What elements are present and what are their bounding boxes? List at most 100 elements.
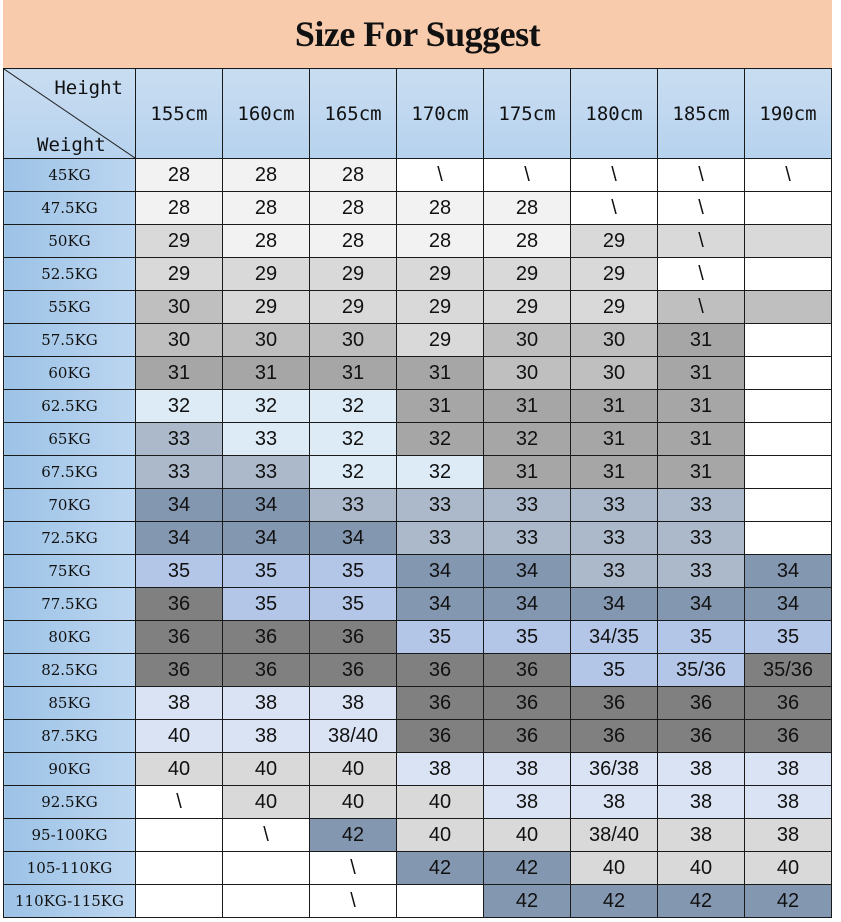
size-cell: 32 <box>309 455 397 489</box>
size-cell: 36 <box>222 653 310 687</box>
size-cell: 40 <box>135 752 223 786</box>
table-row: 77.5KG 36 35 35 34 34 34 34 34 <box>3 587 832 621</box>
size-cell: 29 <box>222 290 310 324</box>
size-cell: \ <box>657 191 745 225</box>
size-cell: 36 <box>135 653 223 687</box>
size-cell: 40 <box>309 752 397 786</box>
size-cell <box>744 290 832 324</box>
size-cell: 35 <box>309 587 397 621</box>
size-cell: 38 <box>135 686 223 720</box>
size-cell: 33 <box>222 455 310 489</box>
size-cell: 29 <box>570 224 658 258</box>
size-cell: 29 <box>396 323 484 357</box>
size-cell: \ <box>135 785 223 819</box>
size-cell: 36 <box>135 620 223 654</box>
height-header: 165cm <box>309 68 397 159</box>
size-cell: 36 <box>483 719 571 753</box>
size-cell: 28 <box>309 158 397 192</box>
size-cell: 35 <box>483 620 571 654</box>
size-cell: 38/40 <box>570 818 658 852</box>
size-cell: 42 <box>309 818 397 852</box>
size-cell: 33 <box>483 488 571 522</box>
weight-label: 77.5KG <box>3 587 136 621</box>
weight-label: 72.5KG <box>3 521 136 555</box>
size-cell: 30 <box>483 356 571 390</box>
weight-label: 67.5KG <box>3 455 136 489</box>
height-header: 185cm <box>657 68 745 159</box>
size-cell: 28 <box>396 224 484 258</box>
height-header: 155cm <box>135 68 223 159</box>
weight-label: 82.5KG <box>3 653 136 687</box>
weight-label: 62.5KG <box>3 389 136 423</box>
size-cell: 33 <box>135 455 223 489</box>
size-cell: 32 <box>309 389 397 423</box>
size-cell: 31 <box>570 422 658 456</box>
size-cell: 28 <box>135 158 223 192</box>
weight-label: 110KG-115KG <box>3 884 136 918</box>
size-cell <box>744 455 832 489</box>
size-cell: 31 <box>657 323 745 357</box>
size-cell: \ <box>309 851 397 885</box>
size-cell: 42 <box>396 851 484 885</box>
weight-label: 52.5KG <box>3 257 136 291</box>
size-cell: \ <box>309 884 397 918</box>
size-cell: \ <box>657 224 745 258</box>
height-label: Height <box>54 77 123 99</box>
size-cell: \ <box>657 290 745 324</box>
size-cell: 28 <box>135 191 223 225</box>
size-cell <box>744 224 832 258</box>
table-row: 52.5KG 29 29 29 29 29 29 \ <box>3 257 832 291</box>
size-cell: 36 <box>396 686 484 720</box>
size-cell: 35 <box>396 620 484 654</box>
size-cell: 28 <box>396 191 484 225</box>
size-cell: 33 <box>396 521 484 555</box>
size-cell: 31 <box>396 356 484 390</box>
size-cell: 36 <box>657 719 745 753</box>
weight-label: 105-110KG <box>3 851 136 885</box>
size-cell: 34 <box>570 587 658 621</box>
table-row: 70KG 34 34 33 33 33 33 33 <box>3 488 832 522</box>
size-cell <box>744 323 832 357</box>
table-row: 95-100KG \ 42 40 40 38/40 38 38 <box>3 818 832 852</box>
size-cell: 31 <box>657 389 745 423</box>
size-cell: 38 <box>744 785 832 819</box>
size-cell: 33 <box>396 488 484 522</box>
size-cell: 29 <box>570 290 658 324</box>
size-cell: 40 <box>396 785 484 819</box>
size-cell: 38 <box>309 686 397 720</box>
size-cell: 28 <box>309 224 397 258</box>
height-header: 175cm <box>483 68 571 159</box>
size-cell: 40 <box>483 818 571 852</box>
size-cell: 33 <box>222 422 310 456</box>
size-cell <box>222 884 310 918</box>
size-cell: 40 <box>396 818 484 852</box>
size-cell: 36 <box>309 620 397 654</box>
size-cell: 30 <box>222 323 310 357</box>
size-cell <box>135 818 223 852</box>
diagonal-divider <box>4 69 135 158</box>
size-cell: 31 <box>135 356 223 390</box>
size-cell: 32 <box>483 422 571 456</box>
size-cell: 34 <box>135 488 223 522</box>
weight-label: 65KG <box>3 422 136 456</box>
size-cell: 36/38 <box>570 752 658 786</box>
size-cell: 28 <box>309 191 397 225</box>
size-cell: 29 <box>483 290 571 324</box>
size-cell: 30 <box>135 290 223 324</box>
size-cell: 36 <box>657 686 745 720</box>
size-cell: 38 <box>744 752 832 786</box>
size-cell: 40 <box>657 851 745 885</box>
size-cell: 35/36 <box>744 653 832 687</box>
size-cell: 30 <box>135 323 223 357</box>
size-cell: 38/40 <box>309 719 397 753</box>
size-cell: 34 <box>309 521 397 555</box>
size-cell: 42 <box>657 884 745 918</box>
size-cell: 34 <box>657 587 745 621</box>
weight-label: 60KG <box>3 356 136 390</box>
size-cell: 38 <box>222 719 310 753</box>
size-cell: 38 <box>744 818 832 852</box>
size-cell: 35 <box>657 620 745 654</box>
size-cell <box>744 257 832 291</box>
weight-label: 45KG <box>3 158 136 192</box>
size-cell: 31 <box>222 356 310 390</box>
